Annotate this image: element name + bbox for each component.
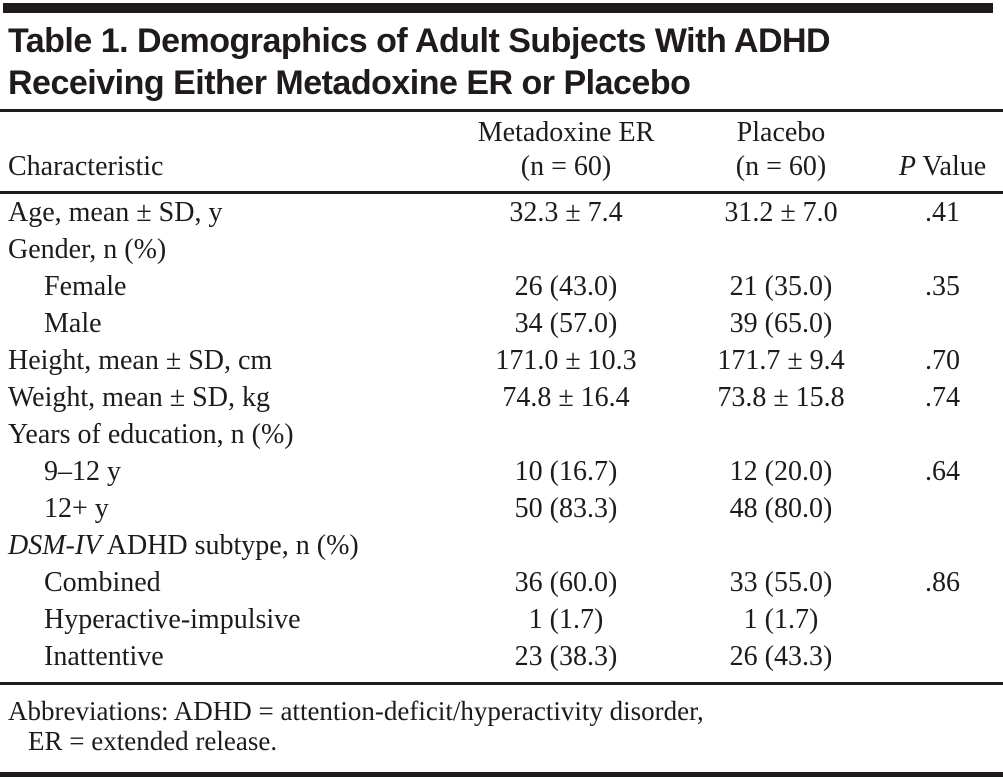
footnote-divider-rule bbox=[0, 682, 1003, 685]
cell-metadoxine: 23 (38.3) bbox=[514, 641, 618, 672]
table-title-line-2: Receiving Either Metadoxine ER or Placeb… bbox=[8, 64, 691, 102]
cell-characteristic: Hyperactive-impulsive bbox=[44, 604, 301, 635]
cell-placebo: 26 (43.3) bbox=[729, 641, 833, 672]
cell-characteristic: Years of education, n (%) bbox=[8, 419, 294, 450]
table-row-female: Female 26 (43.0) 21 (35.0) .35 bbox=[0, 268, 1003, 305]
column-header-placebo-name: Placebo bbox=[736, 117, 826, 148]
cell-pvalue bbox=[886, 490, 999, 527]
journal-table-figure: Table 1. Demographics of Adult Subjects … bbox=[0, 3, 1003, 779]
cell-characteristic: 12+ y bbox=[44, 493, 109, 524]
cell-metadoxine: 36 (60.0) bbox=[514, 567, 618, 598]
bottom-rule-thick bbox=[0, 772, 1003, 777]
table-row-dsm-subtype: DSM-IV ADHD subtype, n (%) bbox=[0, 527, 1003, 564]
cell-metadoxine: 26 (43.0) bbox=[514, 271, 618, 302]
column-header-placebo: Placebo (n = 60) bbox=[676, 116, 886, 184]
footnote-line-2: ER = extended release. bbox=[28, 726, 278, 756]
cell-placebo: 1 (1.7) bbox=[743, 604, 819, 635]
cell-pvalue bbox=[886, 527, 999, 564]
table-row-male: Male 34 (57.0) 39 (65.0) bbox=[0, 305, 1003, 342]
cell-metadoxine: 34 (57.0) bbox=[514, 308, 618, 339]
cell-metadoxine bbox=[456, 527, 676, 564]
cell-characteristic: Male bbox=[44, 308, 102, 339]
cell-pvalue: .70 bbox=[925, 345, 960, 376]
cell-pvalue bbox=[886, 416, 999, 453]
table-row-height: Height, mean ± SD, cm 171.0 ± 10.3 171.7… bbox=[0, 342, 1003, 379]
header-divider-rule bbox=[0, 191, 1003, 194]
pvalue-label-rest: Value bbox=[915, 151, 987, 182]
table-body: Age, mean ± SD, y 32.3 ± 7.4 31.2 ± 7.0 … bbox=[0, 194, 1003, 675]
cell-pvalue: .35 bbox=[925, 271, 960, 302]
cell-placebo: 171.7 ± 9.4 bbox=[717, 345, 845, 376]
column-header-placebo-n: (n = 60) bbox=[735, 151, 827, 182]
table-row-inattentive: Inattentive 23 (38.3) 26 (43.3) bbox=[0, 638, 1003, 675]
table-row-age: Age, mean ± SD, y 32.3 ± 7.4 31.2 ± 7.0 … bbox=[0, 194, 1003, 231]
cell-placebo: 73.8 ± 15.8 bbox=[717, 382, 845, 413]
cell-pvalue bbox=[886, 305, 999, 342]
cell-placebo: 39 (65.0) bbox=[729, 308, 833, 339]
table-row-education: Years of education, n (%) bbox=[0, 416, 1003, 453]
table-row-edu-9-12: 9–12 y 10 (16.7) 12 (20.0) .64 bbox=[0, 453, 1003, 490]
table-row-edu-12plus: 12+ y 50 (83.3) 48 (80.0) bbox=[0, 490, 1003, 527]
footnote-line-1: Abbreviations: ADHD = attention-deficit/… bbox=[8, 696, 704, 726]
cell-pvalue: .41 bbox=[925, 197, 960, 228]
table-footnote: Abbreviations: ADHD = attention-deficit/… bbox=[0, 685, 1003, 764]
cell-characteristic: Combined bbox=[44, 567, 161, 598]
cell-characteristic: ADHD subtype, n (%) bbox=[101, 530, 359, 561]
cell-placebo bbox=[676, 231, 886, 268]
cell-pvalue bbox=[886, 231, 999, 268]
cell-placebo: 12 (20.0) bbox=[729, 456, 833, 487]
cell-metadoxine bbox=[456, 231, 676, 268]
cell-characteristic: Age, mean ± SD, y bbox=[8, 197, 223, 228]
table-row-gender: Gender, n (%) bbox=[0, 231, 1003, 268]
table-row-weight: Weight, mean ± SD, kg 74.8 ± 16.4 73.8 ±… bbox=[0, 379, 1003, 416]
cell-characteristic: Height, mean ± SD, cm bbox=[8, 345, 273, 376]
cell-characteristic: Weight, mean ± SD, kg bbox=[8, 382, 270, 413]
column-header-metadoxine: Metadoxine ER (n = 60) bbox=[456, 116, 676, 184]
table-title: Table 1. Demographics of Adult Subjects … bbox=[0, 13, 1003, 109]
table-header-row: Characteristic Metadoxine ER (n = 60) Pl… bbox=[0, 112, 1003, 191]
cell-characteristic: Inattentive bbox=[44, 641, 164, 672]
cell-metadoxine: 1 (1.7) bbox=[528, 604, 604, 635]
column-header-metadoxine-name: Metadoxine ER bbox=[477, 117, 655, 148]
cell-placebo: 31.2 ± 7.0 bbox=[724, 197, 838, 228]
column-header-characteristic: Characteristic bbox=[8, 151, 164, 182]
cell-characteristic: Female bbox=[44, 271, 127, 302]
cell-characteristic: Gender, n (%) bbox=[8, 234, 167, 265]
cell-pvalue: .64 bbox=[925, 456, 960, 487]
top-rule-thick bbox=[3, 3, 993, 13]
table-title-line-1: Table 1. Demographics of Adult Subjects … bbox=[8, 22, 831, 60]
cell-placebo bbox=[676, 527, 886, 564]
cell-placebo: 33 (55.0) bbox=[729, 567, 833, 598]
cell-pvalue bbox=[886, 638, 999, 675]
column-header-pvalue: P Value bbox=[886, 150, 999, 184]
pvalue-italic-p: P bbox=[898, 151, 916, 182]
cell-metadoxine: 74.8 ± 16.4 bbox=[502, 382, 630, 413]
cell-metadoxine: 10 (16.7) bbox=[514, 456, 618, 487]
cell-pvalue: .74 bbox=[925, 382, 960, 413]
cell-metadoxine: 171.0 ± 10.3 bbox=[495, 345, 637, 376]
cell-metadoxine: 50 (83.3) bbox=[514, 493, 618, 524]
cell-placebo bbox=[676, 416, 886, 453]
cell-pvalue bbox=[886, 601, 999, 638]
title-divider-rule bbox=[0, 109, 1003, 112]
table-row-combined: Combined 36 (60.0) 33 (55.0) .86 bbox=[0, 564, 1003, 601]
cell-placebo: 21 (35.0) bbox=[729, 271, 833, 302]
cell-placebo: 48 (80.0) bbox=[729, 493, 833, 524]
cell-metadoxine: 32.3 ± 7.4 bbox=[509, 197, 623, 228]
cell-characteristic: 9–12 y bbox=[44, 456, 121, 487]
cell-metadoxine bbox=[456, 416, 676, 453]
cell-pvalue: .86 bbox=[925, 567, 960, 598]
column-header-metadoxine-n: (n = 60) bbox=[520, 151, 612, 182]
table-row-hyperactive: Hyperactive-impulsive 1 (1.7) 1 (1.7) bbox=[0, 601, 1003, 638]
